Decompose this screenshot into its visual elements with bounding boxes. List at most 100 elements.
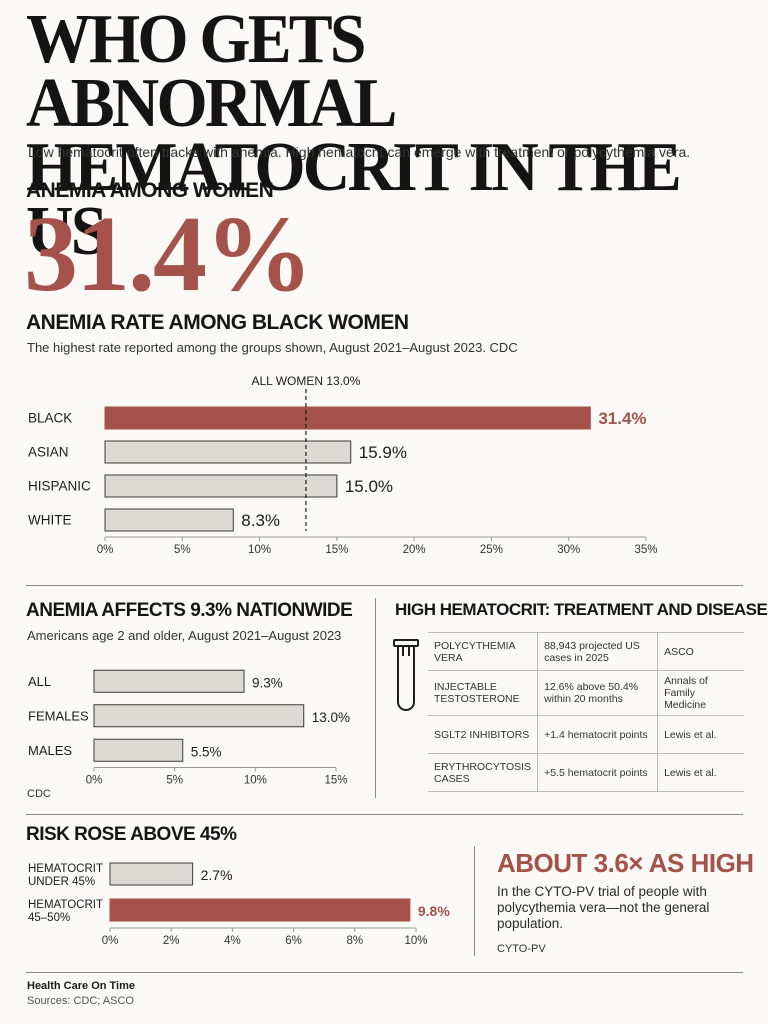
value-label: 9.8%: [418, 903, 450, 919]
stat-heading: ANEMIA RATE AMONG BLACK WOMEN: [26, 311, 409, 334]
value-label: 15.0%: [345, 477, 393, 496]
value-cell: 88,943 projected US cases in 2025: [537, 632, 658, 671]
category-label-line: HEMATOCRIT: [28, 863, 103, 875]
table-row: POLYCYTHEMIA VERA 88,943 projected US ca…: [428, 632, 744, 671]
kicker-heading: ANEMIA AMONG WOMEN: [26, 179, 274, 202]
x-tick-label: 0%: [97, 544, 114, 556]
value-label: 2.7%: [201, 867, 233, 883]
table-row: INJECTABLE TESTOSTERONE 12.6% above 50.4…: [428, 670, 744, 716]
x-tick-label: 6%: [285, 935, 302, 947]
category-label: FEMALES: [28, 708, 89, 723]
value-cell: +1.4 hematocrit points: [537, 715, 658, 754]
x-tick-label: 0%: [102, 935, 119, 947]
cause-cell: SGLT2 INHIBITORS: [428, 715, 538, 754]
chart-nationwide-plot: ALL 9.3% FEMALES 13.0% MALES 5.5% 0% 5% 10% 15%: [28, 669, 350, 787]
value-label: 15.9%: [359, 443, 407, 462]
footer-publisher: Health Care On Time: [27, 980, 135, 992]
category-label: WHITE: [28, 513, 72, 528]
x-tick-label: 0%: [86, 775, 103, 787]
value-cell: +5.5 hematocrit points: [537, 753, 658, 792]
category-label: ASIAN: [28, 445, 69, 460]
page-title: WHO GETS ABNORMAL HEMATOCRIT IN THE US: [26, 1, 712, 270]
chart-race-plot: BLACK 31.4% ASIAN 15.9% HISPANIC 15.0% WHITE 8.…: [28, 374, 658, 556]
x-tick-label: 10%: [404, 935, 427, 947]
x-tick-label: 5%: [166, 775, 183, 787]
stat-note: The highest rate reported among the grou…: [27, 340, 518, 355]
chart-risk-plot: HEMATOCRIT UNDER 45% 2.7%HEMATOCRIT 45–50% 9…: [28, 862, 450, 947]
bar: [93, 738, 184, 762]
x-tick-label: 15%: [325, 544, 348, 556]
category-label-line: 45–50%: [28, 912, 70, 924]
category-label: HISPANIC: [28, 479, 91, 494]
nationwide-heading: ANEMIA AFFECTS 9.3% NATIONWIDE: [26, 600, 353, 621]
x-tick-label: 4%: [224, 935, 241, 947]
category-label: ALL: [28, 674, 51, 689]
high-hct-table: POLYCYTHEMIA VERA 88,943 projected US ca…: [428, 632, 744, 792]
category-label: MALES: [28, 743, 72, 758]
footer-sources: Sources: CDC; ASCO: [27, 995, 134, 1007]
nationwide-note: Americans age 2 and older, August 2021–A…: [27, 628, 342, 643]
bar: [104, 440, 352, 464]
column-divider: [474, 846, 475, 956]
bar: [93, 704, 305, 728]
chart-risk: HEMATOCRIT UNDER 45% 2.7%HEMATOCRIT 45–50% 9…: [28, 862, 450, 947]
callout-source: CYTO-PV: [497, 943, 546, 955]
category-label-line: BLACK: [28, 411, 72, 426]
category-label: HEMATOCRIT UNDER 45%: [28, 863, 103, 888]
x-tick-label: 30%: [557, 544, 580, 556]
category-label: BLACK: [28, 411, 72, 426]
category-label-line: FEMALES: [28, 708, 89, 723]
x-tick-label: 20%: [403, 544, 426, 556]
title-line-2: HEMATOCRIT IN THE US: [26, 129, 682, 270]
x-tick-label: 35%: [634, 544, 657, 556]
callout-title: ABOUT 3.6× AS HIGH: [497, 848, 754, 878]
source-cell: Lewis et al.: [657, 715, 744, 754]
nationwide-source: CDC: [27, 788, 51, 800]
source-cell: Lewis et al.: [657, 753, 744, 792]
value-label: 13.0%: [312, 710, 350, 725]
big-stat-value: 31.4%: [24, 195, 313, 314]
x-tick-label: 5%: [174, 544, 191, 556]
x-tick-label: 2%: [163, 935, 180, 947]
category-label-line: HISPANIC: [28, 479, 91, 494]
section-divider: [26, 585, 743, 586]
value-label: 5.5%: [191, 744, 222, 759]
column-divider: [375, 598, 376, 798]
x-tick-label: 8%: [346, 935, 363, 947]
value-cell: 12.6% above 50.4% within 20 months: [537, 670, 658, 716]
table-row: SGLT2 INHIBITORS +1.4 hematocrit points …: [428, 715, 744, 754]
x-tick-label: 10%: [244, 775, 267, 787]
section-divider: [26, 814, 743, 815]
page-subtitle: Low hematocrit often tracks with anemia.…: [28, 144, 691, 160]
value-label: 8.3%: [241, 511, 280, 530]
risk-heading: RISK ROSE ABOVE 45%: [26, 824, 237, 845]
callout-text: In the CYTO-PV trial of people with poly…: [497, 884, 710, 931]
bar: [104, 406, 591, 430]
category-label-line: UNDER 45%: [28, 876, 95, 888]
title-line-1: WHO GETS ABNORMAL: [26, 1, 397, 142]
source-cell: ASCO: [657, 632, 744, 671]
x-tick-label: 15%: [324, 775, 347, 787]
category-label: HEMATOCRIT 45–50%: [28, 899, 103, 924]
x-tick-label: 10%: [248, 544, 271, 556]
bar: [93, 669, 245, 693]
source-cell: Annals of Family Medicine: [657, 670, 744, 716]
cause-cell: POLYCYTHEMIA VERA: [428, 632, 538, 671]
high-hct-heading: HIGH HEMATOCRIT: TREATMENT AND DISEASE: [395, 600, 768, 619]
value-label: 9.3%: [252, 675, 283, 690]
test-tube-icon: [393, 639, 419, 711]
chart-race: BLACK 31.4% ASIAN 15.9% HISPANIC 15.0% WHITE 8.…: [28, 374, 658, 556]
value-label: 31.4%: [598, 409, 646, 428]
category-label-line: HEMATOCRIT: [28, 899, 103, 911]
cause-cell: ERYTHROCYTOSIS CASES: [428, 753, 538, 792]
bar: [104, 508, 234, 532]
table-row: ERYTHROCYTOSIS CASES +5.5 hematocrit poi…: [428, 753, 744, 792]
bar: [109, 898, 411, 922]
bar: [104, 474, 338, 498]
cause-cell: INJECTABLE TESTOSTERONE: [428, 670, 538, 716]
x-tick-label: 25%: [480, 544, 503, 556]
bar: [109, 862, 194, 886]
category-label-line: WHITE: [28, 513, 72, 528]
category-label-line: MALES: [28, 743, 72, 758]
footer-divider: [26, 972, 743, 973]
